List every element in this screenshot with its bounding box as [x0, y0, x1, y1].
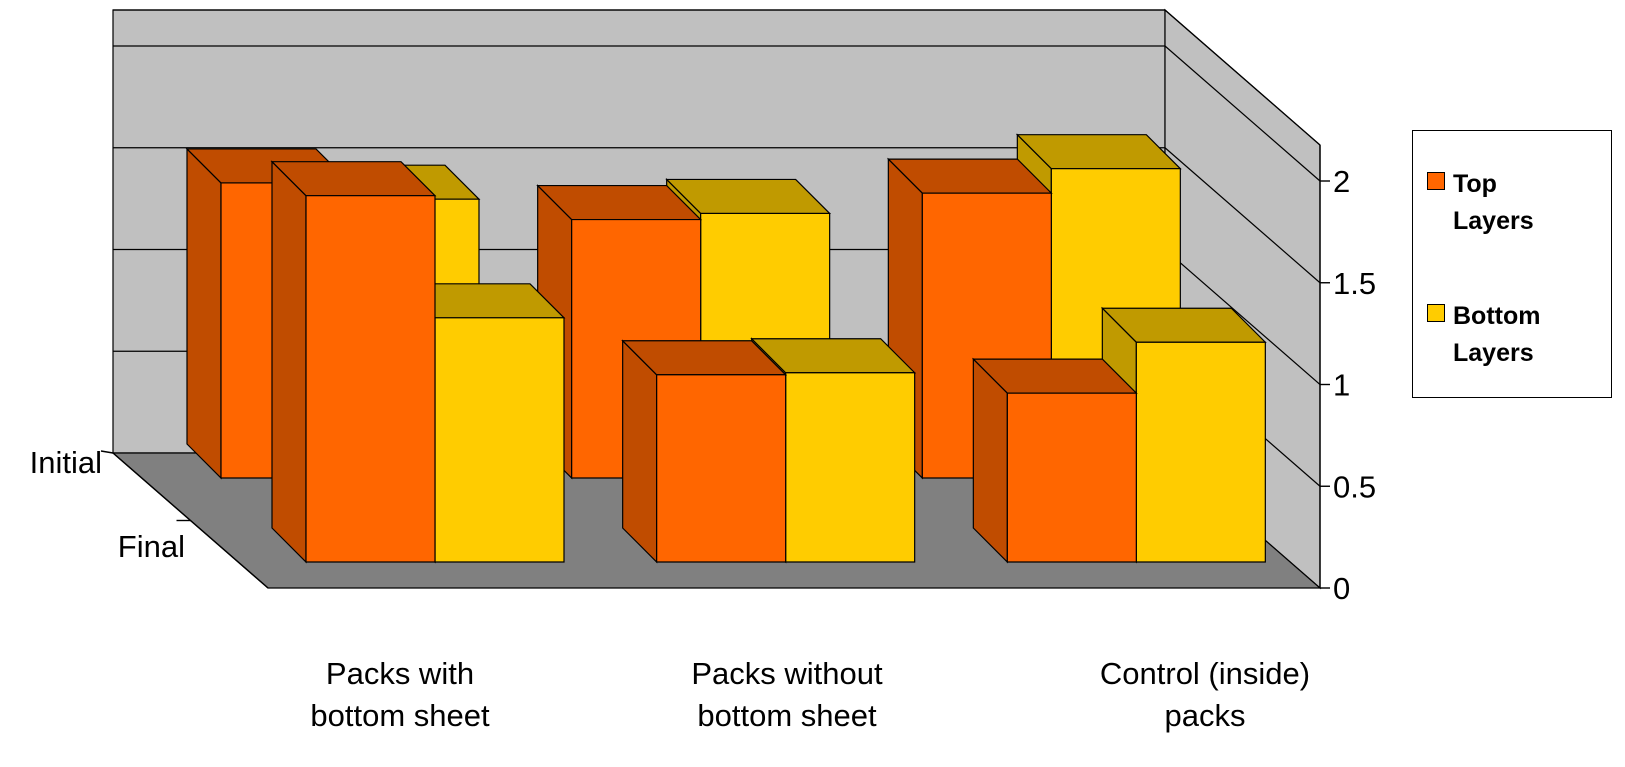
bar-front: [1006, 392, 1137, 563]
wall-top-edge-side: [1164, 9, 1321, 146]
bar-side: [271, 160, 307, 564]
legend-item-bottom-layers: Bottom Layers: [1427, 298, 1573, 372]
bar-side: [186, 147, 222, 480]
y-tick-label: 2: [1333, 164, 1350, 199]
legend-item-top-layers: Top Layers: [1427, 166, 1573, 240]
legend-label-bottom-layers: Bottom Layers: [1453, 302, 1541, 367]
x-tick-label: Packs with bottom sheet: [310, 656, 490, 733]
gridline-side: [1164, 147, 1321, 284]
legend-label-top-layers: Top Layers: [1453, 170, 1534, 235]
y-tick-label: 1: [1333, 368, 1350, 403]
x-tick-label: Packs without bottom sheet: [691, 656, 883, 733]
gridline-side: [1164, 249, 1321, 385]
bar-front: [656, 374, 787, 563]
legend-swatch-top-layers: [1427, 172, 1445, 190]
bar-front: [785, 372, 916, 563]
bar-side: [972, 357, 1008, 564]
bar-front: [1135, 341, 1266, 563]
depth-axis-tick: [100, 450, 114, 454]
bar-front: [434, 317, 565, 563]
gridline-side: [1164, 45, 1321, 182]
y-tick-label: 0: [1333, 571, 1350, 606]
bars: [185, 133, 1267, 564]
bar-top-layers-final: [270, 160, 437, 564]
y-tick-label: 0.5: [1333, 469, 1376, 504]
bar-top-layers-final: [621, 339, 788, 564]
x-tick-label: Control (inside) packs: [1100, 656, 1310, 733]
bar-top-layers-final: [971, 357, 1138, 564]
legend-swatch-bottom-layers: [1427, 304, 1445, 322]
bar-side: [622, 339, 658, 564]
depth-label-final: Final: [118, 529, 185, 564]
bar-front: [305, 195, 436, 563]
y-tick-label: 1.5: [1333, 266, 1376, 301]
depth-label-initial: Initial: [30, 445, 102, 480]
legend: Top Layers Bottom Layers: [1412, 130, 1612, 398]
